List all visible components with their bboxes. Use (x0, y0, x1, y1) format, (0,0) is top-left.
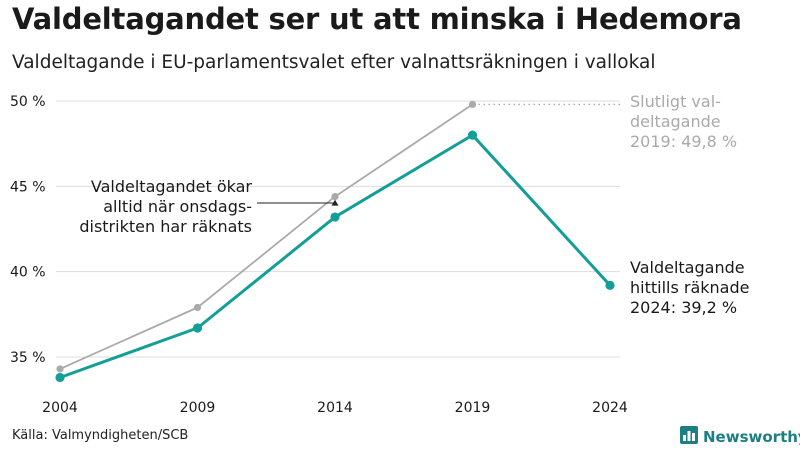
y-tick-label: 50 % (10, 94, 46, 110)
x-tick-label: 2014 (317, 400, 353, 416)
data-point-count (55, 372, 65, 383)
line-chart: 35 % 40 % 45 % 50 % 2004 2009 2014 2019 2024 Slut… (10, 92, 749, 416)
y-tick-label: 35 % (10, 350, 46, 366)
annotation-count-2024: Valdeltagande (630, 258, 745, 277)
x-tick-label: 2009 (180, 400, 216, 416)
annotation-wednesday: alltid när onsdags- (103, 197, 252, 216)
x-tick-label: 2004 (42, 400, 78, 416)
source-note: Källa: Valmyndigheten/SCB (12, 428, 189, 443)
x-tick-label: 2019 (455, 400, 491, 416)
data-point-count (192, 323, 203, 333)
series-line-final (59, 103, 474, 370)
annotation-final-2019: deltagande (630, 112, 721, 131)
data-point-final (56, 365, 64, 373)
annotation-wednesday: Valdeltagandet ökar (91, 177, 253, 196)
data-point-count (605, 280, 615, 290)
data-point-final (331, 192, 339, 201)
y-tick-label: 40 % (10, 265, 46, 281)
annotation-arrowhead (331, 199, 339, 206)
brand-name: Newsworthy (703, 428, 800, 446)
annotation-final-2019: 2019: 49,8 % (630, 132, 737, 151)
annotation-wednesday: distrikten har räknats (79, 217, 252, 236)
series-line-count (59, 133, 612, 379)
bar-chart-logo-icon (680, 426, 698, 448)
page-title: Valdeltagandet ser ut att minska i Hedem… (12, 2, 742, 36)
annotation-count-2024: hittills räknade (630, 278, 749, 297)
annotation-final-2019: Slutligt val- (630, 92, 721, 111)
data-point-count (467, 130, 478, 140)
data-point-final (193, 303, 202, 312)
annotation-arrow (257, 202, 336, 204)
x-tick-label: 2024 (592, 400, 628, 416)
page-subtitle: Valdeltagande i EU-parlamentsvalet efter… (12, 52, 656, 73)
annotation-count-2024: 2024: 39,2 % (630, 298, 737, 317)
data-point-final (468, 100, 477, 109)
brand-logo[interactable]: Newsworthy (680, 426, 800, 448)
data-point-count (330, 212, 340, 222)
y-tick-label: 45 % (10, 179, 46, 195)
